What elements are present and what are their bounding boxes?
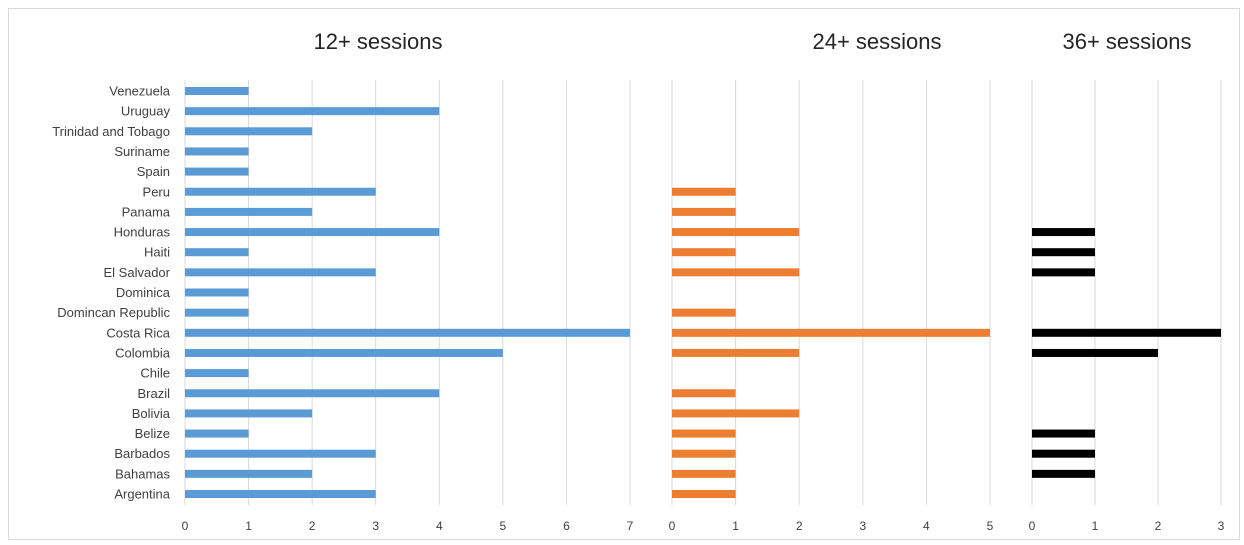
- bar: [672, 228, 800, 237]
- x-tick-label: 3: [859, 519, 866, 533]
- bar: [672, 348, 800, 357]
- category-label: Uruguay: [121, 104, 171, 119]
- bar: [1032, 469, 1095, 478]
- bar: [1032, 228, 1095, 237]
- bar: [185, 469, 313, 478]
- bar: [672, 429, 736, 438]
- x-tick-label: 3: [372, 519, 379, 533]
- panel-title: 24+ sessions: [812, 29, 941, 54]
- x-tick-label: 4: [923, 519, 930, 533]
- category-label: Dominica: [116, 285, 171, 300]
- x-tick-label: 2: [309, 519, 316, 533]
- panel-title: 12+ sessions: [313, 29, 442, 54]
- x-tick-label: 0: [182, 519, 189, 533]
- bar: [1032, 449, 1095, 458]
- category-label: Spain: [137, 164, 170, 179]
- category-label: Suriname: [114, 144, 170, 159]
- x-tick-label: 0: [1029, 519, 1036, 533]
- x-tick-label: 0: [669, 519, 676, 533]
- bar: [185, 107, 440, 116]
- bar: [185, 490, 376, 498]
- bar: [672, 469, 736, 478]
- x-tick-label: 4: [436, 519, 443, 533]
- bar: [185, 167, 249, 176]
- bar: [1032, 268, 1095, 277]
- category-label: Haiti: [144, 245, 170, 260]
- bar: [672, 449, 736, 458]
- bar: [1032, 429, 1095, 438]
- category-label: Honduras: [114, 225, 171, 240]
- bar: [672, 207, 736, 216]
- bar: [672, 490, 736, 498]
- bar: [185, 429, 249, 438]
- x-tick-label: 5: [500, 519, 507, 533]
- x-tick-label: 6: [563, 519, 570, 533]
- category-label: Trinidad and Tobago: [52, 124, 170, 139]
- bar: [672, 409, 800, 418]
- bar: [185, 268, 376, 277]
- bar: [185, 348, 503, 357]
- x-tick-label: 2: [1155, 519, 1162, 533]
- bar: [185, 369, 249, 378]
- x-tick-label: 5: [987, 519, 994, 533]
- bar: [1032, 248, 1095, 257]
- category-label: Costa Rica: [106, 325, 170, 340]
- bar: [185, 288, 249, 297]
- x-tick-label: 7: [627, 519, 634, 533]
- bar: [672, 187, 736, 196]
- x-tick-label: 3: [1218, 519, 1225, 533]
- category-label: Belize: [135, 426, 170, 441]
- bar: [185, 409, 313, 418]
- category-label: Chile: [140, 366, 170, 381]
- x-tick-label: 1: [245, 519, 252, 533]
- bar: [185, 147, 249, 156]
- category-label: Brazil: [137, 386, 170, 401]
- panel-title: 36+ sessions: [1062, 29, 1191, 54]
- bar: [185, 187, 376, 196]
- category-label: Domincan Republic: [57, 305, 170, 320]
- bar: [185, 389, 440, 398]
- x-tick-label: 1: [732, 519, 739, 533]
- x-tick-label: 1: [1092, 519, 1099, 533]
- bar: [185, 127, 313, 136]
- bar: [185, 449, 376, 458]
- category-label: Peru: [143, 184, 170, 199]
- x-tick-label: 2: [796, 519, 803, 533]
- category-label: Panama: [122, 204, 171, 219]
- category-label: Venezuela: [109, 84, 170, 99]
- bar: [185, 248, 249, 257]
- bar: [185, 87, 249, 95]
- category-label: Bahamas: [115, 466, 170, 481]
- bar: [1032, 328, 1221, 337]
- category-label: Barbados: [114, 446, 170, 461]
- category-label: Colombia: [115, 345, 171, 360]
- bar: [672, 389, 736, 398]
- category-label: El Salvador: [104, 265, 171, 280]
- bar: [185, 228, 440, 237]
- bar: [672, 308, 736, 317]
- category-label: Argentina: [114, 487, 170, 502]
- bar: [185, 328, 630, 337]
- bar: [185, 308, 249, 317]
- bar: [672, 328, 990, 337]
- category-label: Bolivia: [132, 406, 171, 421]
- bar: [672, 248, 736, 257]
- bar: [1032, 348, 1158, 357]
- bar: [185, 207, 313, 216]
- bar: [672, 268, 800, 277]
